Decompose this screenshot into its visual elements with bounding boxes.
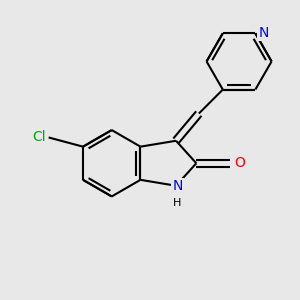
Text: O: O xyxy=(235,156,245,170)
Text: N: N xyxy=(258,26,269,40)
Text: H: H xyxy=(173,198,182,208)
Text: N: N xyxy=(172,179,183,193)
Text: Cl: Cl xyxy=(32,130,46,145)
